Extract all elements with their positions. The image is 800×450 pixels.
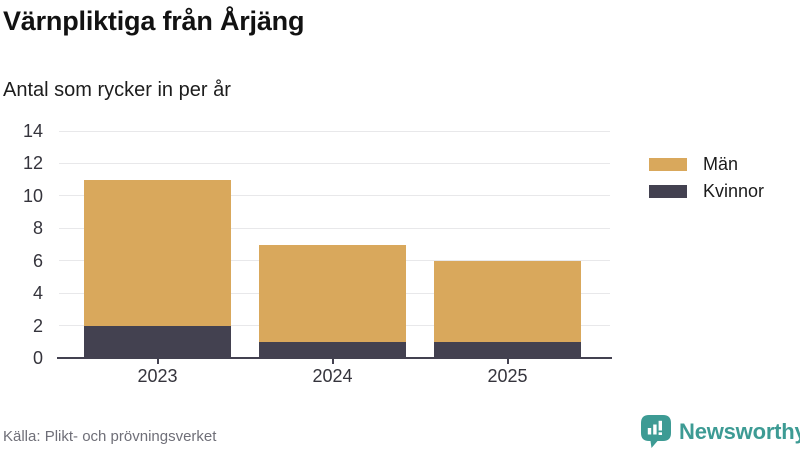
x-tick-label: 2025 xyxy=(487,366,528,386)
source-attribution: Källa: Plikt- och prövningsverket xyxy=(3,428,217,445)
y-tick-label: 8 xyxy=(32,218,43,239)
legend: Män Kvinnor xyxy=(649,151,764,205)
x-tick-2024 xyxy=(331,358,334,364)
legend-item-män: Män xyxy=(649,151,764,178)
legend-label: Kvinnor xyxy=(703,181,765,201)
chart-title: Värnpliktiga från Årjäng xyxy=(3,6,305,36)
y-tick-label: 12 xyxy=(22,153,43,174)
y-tick-label: 0 xyxy=(32,348,43,368)
gridline-y8 xyxy=(59,227,610,229)
y-tick-label: 14 xyxy=(22,121,43,141)
x-tick-2025 xyxy=(506,358,509,364)
bar-segment-män-2023 xyxy=(84,179,231,326)
y-tick-label: 6 xyxy=(32,250,43,271)
legend-swatch xyxy=(649,158,687,171)
y-tick-label: 2 xyxy=(32,315,43,336)
bar-segment-män-2024 xyxy=(259,244,406,342)
newsworthy-wordmark: Newsworthy xyxy=(679,418,800,444)
x-axis-line xyxy=(57,357,612,359)
legend-label: Män xyxy=(703,154,739,174)
gridline-y14 xyxy=(59,130,610,132)
y-tick-label: 10 xyxy=(22,185,43,206)
newsworthy-logo[interactable]: Newsworthy xyxy=(641,415,800,448)
gridline-y12 xyxy=(59,162,610,164)
x-tick-label: 2024 xyxy=(312,366,353,386)
bar-segment-kvinnor-2023 xyxy=(84,325,231,358)
bar-segment-kvinnor-2025 xyxy=(434,341,581,358)
newsworthy-bubble-chart-icon xyxy=(641,415,671,448)
x-tick-2023 xyxy=(156,358,159,364)
x-tick-label: 2023 xyxy=(137,366,178,386)
chart-subtitle: Antal som rycker in per år xyxy=(3,79,231,101)
y-tick-label: 4 xyxy=(32,283,43,304)
legend-swatch xyxy=(649,185,687,198)
bar-segment-kvinnor-2024 xyxy=(259,341,406,358)
bar-segment-män-2025 xyxy=(434,260,581,342)
legend-item-kvinnor: Kvinnor xyxy=(649,178,764,205)
gridline-y10 xyxy=(59,195,610,197)
